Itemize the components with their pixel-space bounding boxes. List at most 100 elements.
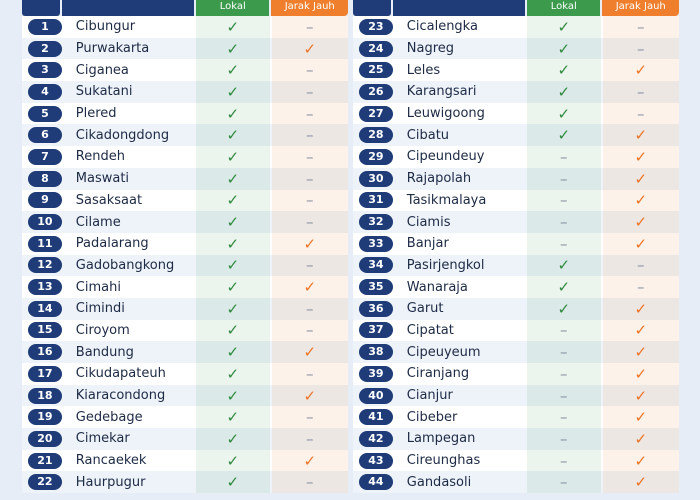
lokal-cell: ✓ xyxy=(196,102,270,125)
lokal-cell: ✓ xyxy=(196,319,270,342)
station-number: 39 xyxy=(359,365,393,382)
station-name: Ciranjang xyxy=(406,366,470,382)
jarak-jauh-cell: – xyxy=(602,16,680,38)
jarak-jauh-cell: ✓ xyxy=(602,449,680,472)
station-number: 4 xyxy=(28,83,62,100)
table-row: 13 Cimahi ✓ ✓ xyxy=(22,276,349,298)
table-body: 23 Cicalengka ✓ –24 Nagreg ✓ –25 Leles ✓ ✓ 26 Karan… xyxy=(353,16,680,494)
lokal-cell: ✓ xyxy=(196,384,270,407)
header-jarak-jauh: Jarak Jauh xyxy=(602,0,679,16)
station-number: 1 xyxy=(28,18,62,35)
station-number: 24 xyxy=(359,40,393,57)
table-row: 3 Ciganea ✓ – xyxy=(22,59,349,82)
table-row: 19 Gedebage ✓ – xyxy=(22,406,349,429)
table-row: 22 Haurpugur ✓ – xyxy=(22,471,349,494)
station-name: Garut xyxy=(406,301,444,317)
station-name: Ciamis xyxy=(406,214,451,230)
station-number: 33 xyxy=(359,235,393,252)
jarak-jauh-cell: ✓ xyxy=(271,37,349,60)
header-cell xyxy=(353,0,391,16)
station-number: 18 xyxy=(28,387,62,404)
jarak-jauh-cell: – xyxy=(271,16,349,38)
lokal-cell: – xyxy=(527,146,601,168)
station-name: Karangsari xyxy=(406,84,477,100)
lokal-cell: – xyxy=(527,319,601,342)
station-number: 13 xyxy=(28,279,62,296)
lokal-cell: ✓ xyxy=(196,189,270,212)
station-name: Cibungur xyxy=(75,19,136,35)
lokal-cell: – xyxy=(527,189,601,212)
station-number: 9 xyxy=(28,192,62,209)
table-row: 38 Cipeuyeum – ✓ xyxy=(353,341,680,363)
station-number: 23 xyxy=(359,18,393,35)
jarak-jauh-cell: ✓ xyxy=(271,449,349,472)
table-row: 21 Rancaekek ✓ ✓ xyxy=(22,449,349,472)
table-row: 11 Padalarang ✓ ✓ xyxy=(22,232,349,255)
station-name: Lampegan xyxy=(406,431,476,447)
lokal-cell: – xyxy=(527,471,601,494)
station-name: Cipatat xyxy=(406,322,454,338)
table-row: 35 Wanaraja ✓ – xyxy=(353,276,680,298)
jarak-jauh-cell: ✓ xyxy=(602,319,680,342)
jarak-jauh-cell: ✓ xyxy=(602,428,680,450)
station-number: 19 xyxy=(28,409,62,426)
station-name: Cimindi xyxy=(75,301,125,317)
table-row: 12 Gadobangkong ✓ – xyxy=(22,254,349,277)
table-row: 27 Leuwigoong ✓ – xyxy=(353,102,680,125)
station-name: Rancaekek xyxy=(75,453,147,469)
lokal-cell: ✓ xyxy=(196,471,270,494)
station-number: 2 xyxy=(28,40,62,57)
station-name: Nagreg xyxy=(406,41,455,57)
lokal-cell: – xyxy=(527,167,601,190)
lokal-cell: ✓ xyxy=(196,297,270,320)
jarak-jauh-cell: – xyxy=(271,146,349,168)
jarak-jauh-cell: – xyxy=(602,276,680,298)
station-number: 38 xyxy=(359,344,393,361)
table-row: 18 Kiaracondong ✓ ✓ xyxy=(22,384,349,407)
jarak-jauh-cell: ✓ xyxy=(271,384,349,407)
jarak-jauh-cell: – xyxy=(271,81,349,103)
lokal-cell: ✓ xyxy=(527,276,601,298)
jarak-jauh-cell: ✓ xyxy=(271,276,349,298)
table-row: 25 Leles ✓ ✓ xyxy=(353,59,680,82)
table-header: Lokal Jarak Jauh xyxy=(353,0,679,16)
lokal-cell: ✓ xyxy=(196,59,270,82)
station-name: Kiaracondong xyxy=(75,388,166,404)
jarak-jauh-cell: ✓ xyxy=(602,124,680,147)
table-row: 20 Cimekar ✓ – xyxy=(22,428,349,450)
station-name: Cipeuyeum xyxy=(406,344,481,360)
table-row: 9 Sasaksaat ✓ – xyxy=(22,189,349,212)
lokal-cell: ✓ xyxy=(527,102,601,125)
station-name: Sasaksaat xyxy=(75,192,143,208)
table-row: 33 Banjar – ✓ xyxy=(353,232,680,255)
lokal-cell: – xyxy=(527,449,601,472)
lokal-cell: ✓ xyxy=(196,16,270,38)
jarak-jauh-cell: – xyxy=(271,406,349,429)
station-number: 42 xyxy=(359,430,393,447)
table-row: 14 Cimindi ✓ – xyxy=(22,297,349,320)
station-name: Ciganea xyxy=(75,62,129,78)
header-lokal: Lokal xyxy=(526,0,601,16)
lokal-cell: ✓ xyxy=(196,428,270,450)
station-number: 21 xyxy=(28,452,62,469)
table-row: 30 Rajapolah – ✓ xyxy=(353,167,680,190)
table-row: 16 Bandung ✓ ✓ xyxy=(22,341,349,363)
station-name: Tasikmalaya xyxy=(406,192,487,208)
jarak-jauh-cell: ✓ xyxy=(602,384,680,407)
table-row: 17 Cikudapateuh ✓ – xyxy=(22,363,349,385)
lokal-cell: ✓ xyxy=(527,59,601,82)
lokal-cell: ✓ xyxy=(527,297,601,320)
station-name: Banjar xyxy=(406,236,449,252)
jarak-jauh-cell: – xyxy=(271,59,349,82)
station-name: Cimahi xyxy=(75,279,121,295)
station-name: Leuwigoong xyxy=(406,106,485,122)
station-name: Bandung xyxy=(75,344,134,360)
station-number: 34 xyxy=(359,257,393,274)
table-row: 26 Karangsari ✓ – xyxy=(353,81,680,103)
table-row: 44 Gandasoli – ✓ xyxy=(353,471,680,494)
station-number: 10 xyxy=(28,214,62,231)
jarak-jauh-cell: ✓ xyxy=(602,363,680,385)
station-number: 11 xyxy=(28,235,62,252)
table-row: 31 Tasikmalaya – ✓ xyxy=(353,189,680,212)
jarak-jauh-cell: ✓ xyxy=(602,471,680,494)
